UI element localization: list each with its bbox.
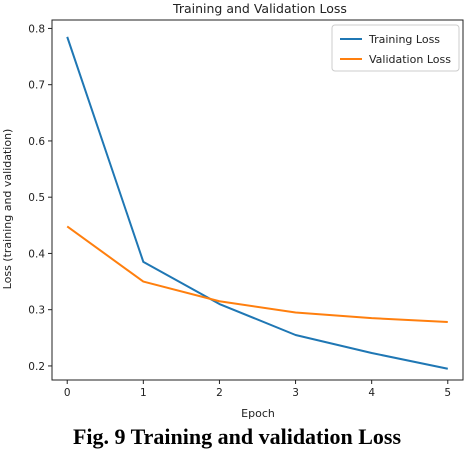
validation-loss-line (66, 225, 448, 324)
legend-box (331, 24, 460, 72)
x-tick-label: 3 (292, 387, 299, 399)
y-tick-label: 0.3 (28, 305, 45, 317)
y-tick-label: 0.4 (28, 248, 45, 260)
plot-area: 0 1 2 3 4 5 0.2 0.3 0.4 0.5 0.6 0.7 0.8 Training Loss… (28, 19, 464, 399)
training-loss-line (66, 36, 448, 370)
x-axis-title: Epoch (241, 407, 275, 420)
x-tick-label: 1 (140, 387, 147, 399)
loss-chart: Training and Validation Loss 0 1 2 3 4 5 0.2 0.… (1, 1, 464, 420)
x-tick-label: 0 (64, 387, 71, 399)
legend-label-training: Training Loss (368, 33, 440, 46)
axes-frame (51, 19, 464, 381)
y-tick-label: 0.6 (28, 136, 45, 148)
chart-title: Training and Validation Loss (172, 1, 347, 16)
y-tick-label: 0.2 (28, 361, 45, 373)
x-tick-label: 4 (368, 387, 375, 399)
figure-caption: Fig. 9 Training and validation Loss (72, 424, 402, 449)
x-tick-label: 5 (444, 387, 451, 399)
y-tick-label: 0.8 (28, 23, 45, 35)
x-tick-label: 2 (216, 387, 223, 399)
legend-label-validation: Validation Loss (369, 53, 451, 66)
y-tick-label: 0.5 (28, 192, 45, 204)
y-tick-label: 0.7 (28, 80, 45, 92)
y-axis-title: Loss (training and validation) (1, 129, 14, 290)
